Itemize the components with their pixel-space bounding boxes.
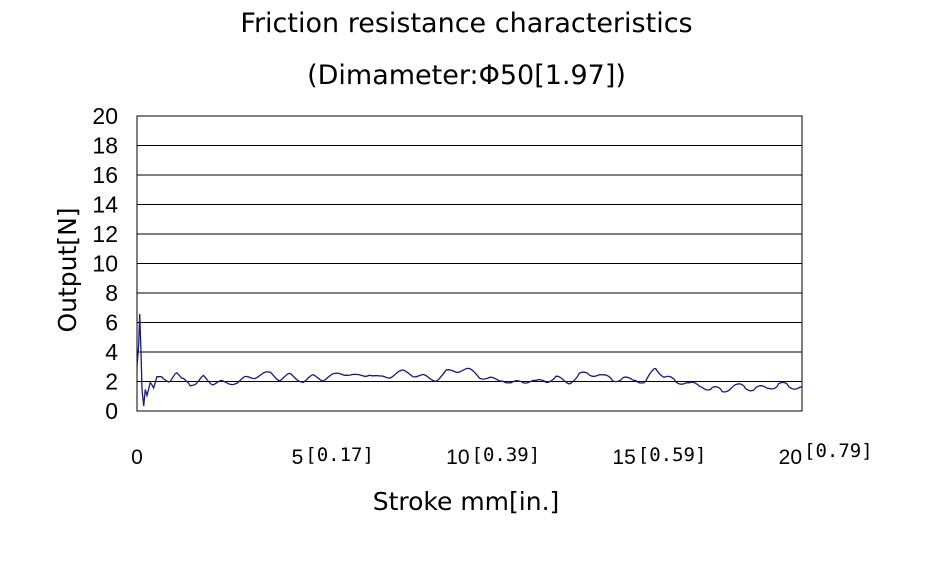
y-tick-label: 10 — [92, 251, 118, 277]
x-axis-label: Stroke mm[in.] — [373, 487, 560, 516]
y-tick-label: 4 — [105, 339, 118, 365]
x-tick-label: 5 — [292, 446, 304, 469]
x-tick-sublabel: [0.79] — [804, 440, 873, 462]
y-tick-label: 8 — [105, 280, 118, 306]
y-axis-label: Output[N] — [53, 207, 82, 332]
y-tick-label: 20 — [92, 103, 118, 129]
x-tick-sublabel: [0.17] — [305, 444, 374, 466]
y-tick-label: 6 — [105, 310, 118, 336]
y-tick-label: 18 — [92, 133, 118, 159]
y-tick-label: 0 — [105, 398, 118, 424]
y-tick-label: 2 — [105, 369, 118, 395]
grid-lines — [137, 145, 802, 382]
chart-subtitle: (Dimameter:Φ50[1.97]) — [307, 60, 626, 91]
plot-area — [136, 115, 803, 412]
y-tick-label: 16 — [92, 162, 118, 188]
y-tick-label: 14 — [92, 192, 118, 218]
y-tick-label: 12 — [92, 221, 118, 247]
chart-title: Friction resistance characteristics — [240, 8, 693, 39]
x-tick-label: 15 — [612, 446, 635, 469]
x-tick-label: 10 — [446, 446, 469, 469]
x-tick-label: 0 — [131, 446, 143, 469]
x-tick-sublabel: [0.59] — [638, 444, 707, 466]
x-tick-sublabel: [0.39] — [472, 444, 541, 466]
series-line — [136, 313, 803, 407]
x-tick-labels: 0 5 [0.17] 10 [0.39] 15 [0.59] 20 [0.79] — [131, 440, 872, 469]
x-tick-label: 20 — [779, 446, 802, 469]
